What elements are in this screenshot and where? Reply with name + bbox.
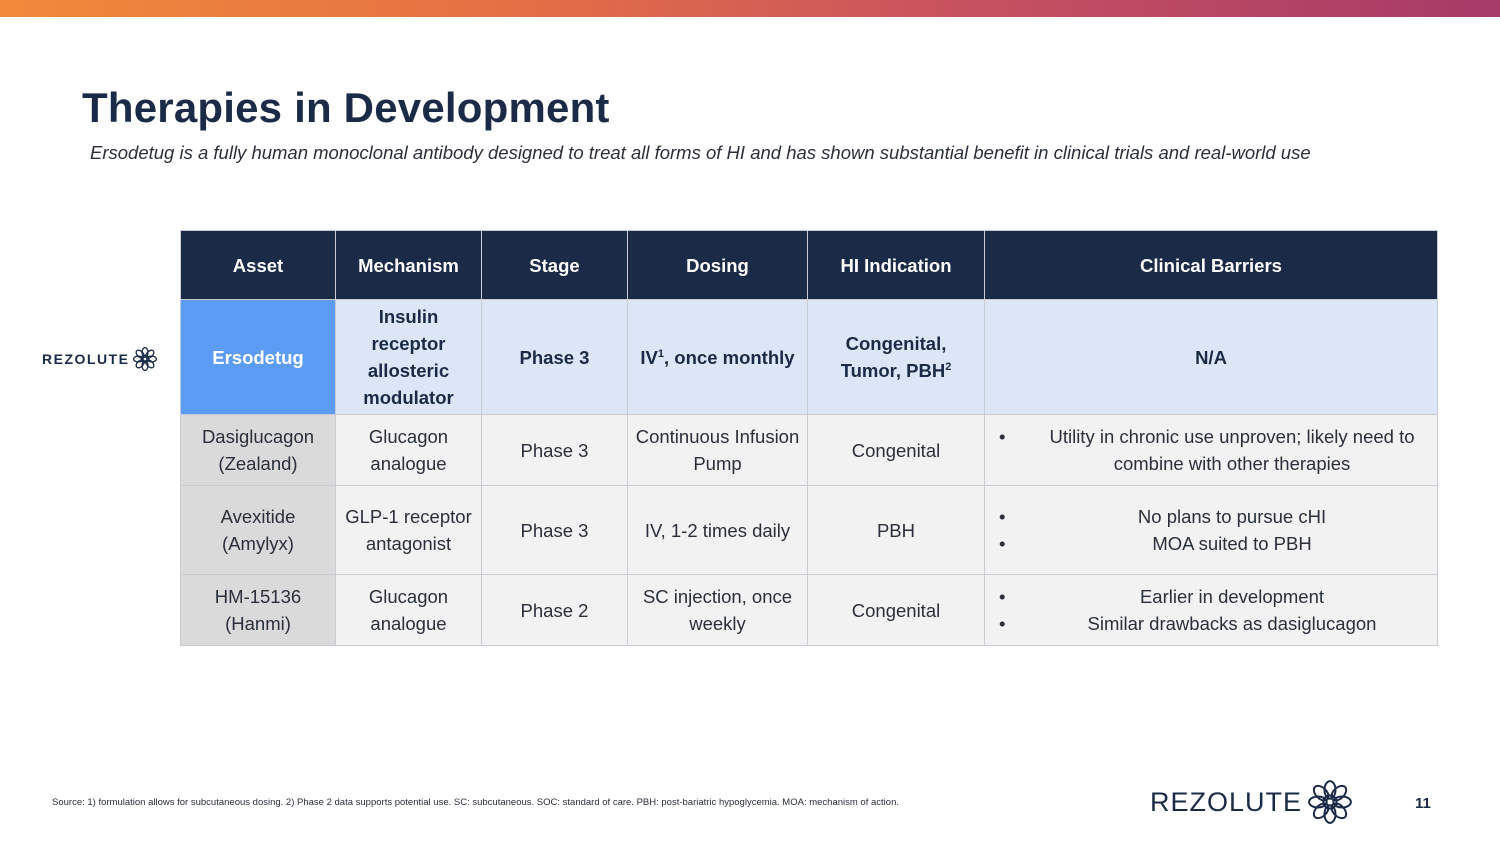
barrier-bullet: Utility in chronic use unproven; likely …	[999, 423, 1431, 477]
header-mechanism: Mechanism	[335, 230, 482, 300]
cell-mechanism: Glucagon analogue	[335, 414, 482, 486]
table-row-hm15136: HM-15136 (Hanmi) Glucagon analogue Phase…	[180, 574, 1438, 646]
dosing-footnote-marker: 1	[657, 347, 665, 360]
cell-asset: HM-15136 (Hanmi)	[180, 574, 336, 646]
cell-asset: Avexitide (Amylyx)	[180, 485, 336, 575]
cell-asset: Ersodetug	[180, 299, 336, 415]
cell-stage: Phase 3	[481, 299, 628, 415]
cell-indication: Congenital	[807, 574, 985, 646]
cell-barriers: N/A	[984, 299, 1438, 415]
top-gradient-bar	[0, 0, 1500, 17]
side-rezolute-logo: REZOLUTE	[42, 346, 172, 372]
cell-stage: Phase 2	[481, 574, 628, 646]
cell-barriers: Earlier in development Similar drawbacks…	[984, 574, 1438, 646]
cell-mechanism: Insulin receptor allosteric modulator	[335, 299, 482, 415]
header-stage: Stage	[481, 230, 628, 300]
dosing-main: IV	[640, 346, 658, 368]
barrier-bullet: No plans to pursue cHI	[999, 503, 1431, 530]
footer-rezolute-logo: REZOLUTE	[1150, 780, 1352, 824]
cell-dosing: SC injection, once weekly	[627, 574, 808, 646]
table-row-avexitide: Avexitide (Amylyx) GLP-1 receptor antago…	[180, 485, 1438, 575]
cell-indication: Congenital, Tumor, PBH2	[807, 299, 985, 415]
barrier-bullet: MOA suited to PBH	[999, 530, 1431, 557]
cell-indication: Congenital	[807, 414, 985, 486]
footer-logo-wordmark: REZOLUTE	[1150, 786, 1303, 817]
cell-dosing: IV, 1-2 times daily	[627, 485, 808, 575]
cell-dosing: IV1, once monthly	[627, 299, 808, 415]
rezolute-flower-logo-icon	[1308, 780, 1352, 824]
indication-footnote-marker: 2	[945, 360, 952, 373]
table-header-row: Asset Mechanism Stage Dosing HI Indicati…	[180, 230, 1438, 300]
cell-stage: Phase 3	[481, 485, 628, 575]
cell-asset: Dasiglucagon (Zealand)	[180, 414, 336, 486]
slide-subtitle: Ersodetug is a fully human monoclonal an…	[90, 142, 1311, 163]
header-asset: Asset	[180, 230, 336, 300]
header-hi-indication: HI Indication	[807, 230, 985, 300]
cell-barriers: No plans to pursue cHI MOA suited to PBH	[984, 485, 1438, 575]
table-row-dasiglucagon: Dasiglucagon (Zealand) Glucagon analogue…	[180, 414, 1438, 486]
cell-mechanism: Glucagon analogue	[335, 574, 482, 646]
table-row-ersodetug: Ersodetug Insulin receptor allosteric mo…	[180, 299, 1438, 415]
page-number: 11	[1415, 795, 1431, 812]
therapies-table: Asset Mechanism Stage Dosing HI Indicati…	[180, 230, 1438, 646]
barrier-bullet: Similar drawbacks as dasiglucagon	[999, 610, 1431, 637]
cell-dosing: Continuous Infusion Pump	[627, 414, 808, 486]
cell-indication: PBH	[807, 485, 985, 575]
slide-title: Therapies in Development	[82, 84, 610, 131]
side-logo-wordmark: REZOLUTE	[42, 351, 130, 367]
cell-mechanism: GLP-1 receptor antagonist	[335, 485, 482, 575]
cell-stage: Phase 3	[481, 414, 628, 486]
header-dosing: Dosing	[627, 230, 808, 300]
source-footnote: Source: 1) formulation allows for subcut…	[52, 797, 899, 808]
header-clinical-barriers: Clinical Barriers	[984, 230, 1438, 300]
cell-barriers: Utility in chronic use unproven; likely …	[984, 414, 1438, 486]
barrier-bullet: Earlier in development	[999, 583, 1431, 610]
dosing-rest: , once monthly	[664, 346, 795, 368]
indication-main: Congenital, Tumor, PBH	[840, 333, 947, 381]
rezolute-flower-logo-icon	[133, 347, 158, 371]
